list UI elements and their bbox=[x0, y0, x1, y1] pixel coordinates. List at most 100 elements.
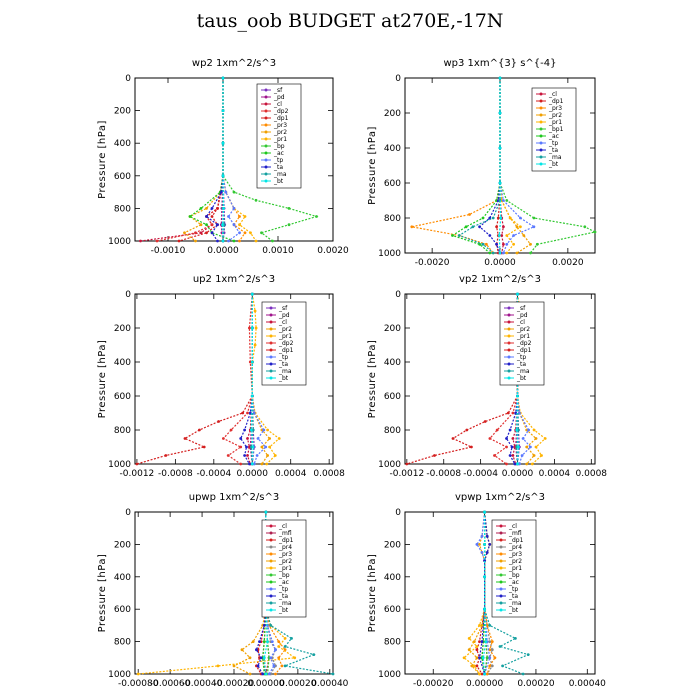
series-point bbox=[248, 411, 252, 415]
series-point bbox=[219, 190, 223, 194]
legend-label: _pr2 bbox=[278, 558, 292, 565]
series-point bbox=[283, 664, 287, 668]
y-tick-label: 0 bbox=[125, 74, 131, 84]
series-point bbox=[508, 216, 512, 220]
legend-marker bbox=[539, 148, 543, 152]
legend-label: _tp bbox=[516, 354, 526, 361]
series-point bbox=[498, 76, 502, 80]
series-point bbox=[488, 543, 492, 546]
series-point bbox=[515, 428, 518, 432]
legend-label: _ta bbox=[278, 361, 288, 368]
series-point bbox=[243, 428, 247, 432]
series-point bbox=[264, 445, 268, 449]
legend-label: _ac bbox=[278, 579, 289, 586]
y-tick-label: 200 bbox=[384, 324, 401, 334]
series-point bbox=[475, 648, 479, 652]
legend-label: _cl bbox=[278, 523, 287, 530]
legend-marker bbox=[499, 594, 503, 598]
legend-label: _ma bbox=[278, 600, 292, 607]
series-point bbox=[255, 454, 259, 457]
series-point bbox=[505, 199, 509, 202]
x-tick-label: -0.0004 bbox=[196, 469, 231, 479]
series-point bbox=[515, 251, 519, 255]
series-point bbox=[250, 394, 254, 398]
legend-marker bbox=[264, 179, 268, 183]
legend-label: _pr2 bbox=[508, 558, 522, 565]
series-point bbox=[260, 445, 264, 449]
legend-label: _ma bbox=[548, 154, 562, 161]
legend: _cl_mfl_dp1_pr4_pr3_pr2_pr1_bp_ac_tp_ta_… bbox=[491, 519, 537, 618]
legend-label: _pr1 bbox=[516, 333, 530, 340]
legend-label: _dp2 bbox=[516, 340, 532, 347]
series-line bbox=[484, 512, 493, 675]
legend-marker bbox=[269, 587, 273, 591]
series-point bbox=[483, 543, 486, 546]
y-axis-label: Pressure [hPa] bbox=[367, 126, 378, 205]
series-point bbox=[530, 462, 534, 466]
series-point bbox=[264, 510, 268, 514]
legend-marker bbox=[264, 144, 268, 148]
series-point bbox=[490, 640, 494, 643]
legend-label: _ma bbox=[278, 368, 292, 375]
series-point bbox=[464, 225, 468, 229]
y-tick-label: 800 bbox=[384, 426, 401, 436]
series-point bbox=[221, 109, 225, 112]
legend-marker bbox=[499, 573, 503, 577]
series-point bbox=[519, 225, 522, 229]
series-point bbox=[470, 445, 473, 449]
series-point bbox=[232, 207, 236, 210]
series-point bbox=[497, 234, 501, 237]
series-line bbox=[498, 78, 502, 254]
series-point bbox=[254, 239, 258, 243]
series-point bbox=[216, 664, 220, 668]
series-point bbox=[253, 309, 257, 313]
series-point bbox=[183, 437, 187, 440]
series-point bbox=[535, 242, 539, 246]
series-point bbox=[521, 437, 525, 440]
series-point bbox=[241, 411, 245, 415]
legend-label: _pr2 bbox=[278, 326, 292, 333]
series-point bbox=[481, 216, 485, 220]
series-point bbox=[493, 656, 497, 660]
series-point bbox=[529, 445, 532, 449]
series-dp1 bbox=[177, 76, 225, 243]
series-point bbox=[232, 239, 236, 243]
series-point bbox=[532, 428, 536, 432]
series-line bbox=[265, 512, 277, 675]
x-tick-label: 0.00040 bbox=[311, 679, 348, 689]
series-point bbox=[250, 360, 254, 364]
series-point bbox=[135, 462, 139, 466]
series-point bbox=[136, 672, 140, 676]
x-tick-label: 0.0004 bbox=[539, 469, 571, 479]
legend-label: _sf bbox=[273, 87, 283, 94]
legend-marker bbox=[539, 120, 543, 124]
series-point bbox=[505, 234, 509, 237]
series-point bbox=[243, 454, 247, 457]
legend-label: _pr1 bbox=[278, 333, 292, 340]
y-tick-label: 600 bbox=[114, 605, 131, 615]
legend-marker bbox=[264, 88, 268, 92]
x-tick-label: 0.0000 bbox=[502, 469, 534, 479]
legend-label: _bt bbox=[516, 375, 527, 382]
series-point bbox=[488, 251, 492, 255]
series-point bbox=[508, 428, 512, 432]
series-point bbox=[498, 645, 502, 648]
legend-label: _mfl bbox=[508, 530, 522, 537]
legend-marker bbox=[499, 552, 503, 556]
series-point bbox=[478, 543, 481, 546]
legend-marker bbox=[269, 580, 273, 584]
series-point bbox=[262, 428, 266, 432]
series-sf bbox=[221, 76, 227, 243]
y-tick-label: 400 bbox=[384, 144, 401, 154]
legend-label: _pr2 bbox=[273, 129, 287, 136]
chart-vpwp: vpwp 1xm^2/s^3 0 200 400 600 800 1000 -0.00020 0… bbox=[367, 492, 606, 689]
legend-marker bbox=[269, 524, 273, 528]
series-point bbox=[249, 428, 253, 432]
series-point bbox=[250, 326, 254, 330]
series-point bbox=[226, 454, 230, 457]
legend-label: _pr2 bbox=[548, 112, 562, 119]
series-point bbox=[260, 462, 264, 466]
series-point bbox=[525, 462, 529, 466]
legend-label: _pd bbox=[273, 94, 285, 101]
